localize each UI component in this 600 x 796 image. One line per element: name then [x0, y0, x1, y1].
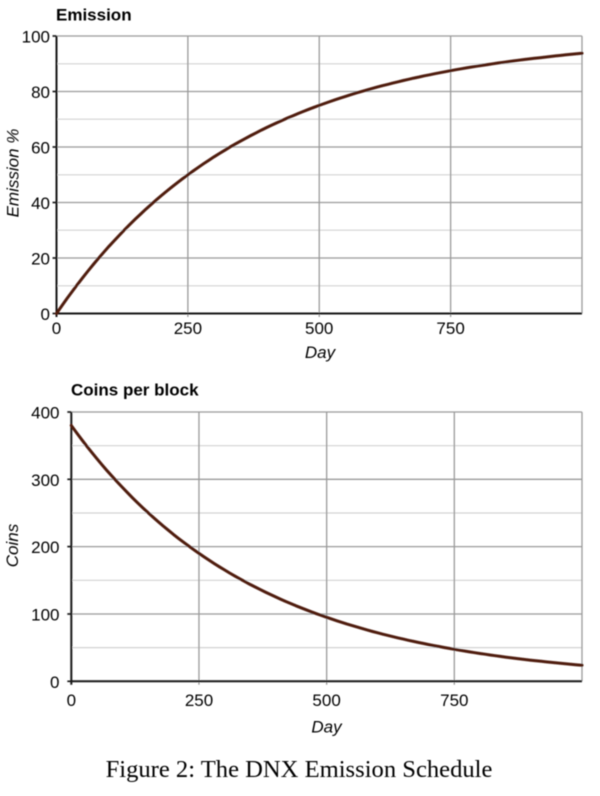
svg-text:200: 200: [31, 538, 59, 557]
svg-text:Coins: Coins: [3, 523, 22, 567]
svg-text:Day: Day: [311, 718, 343, 737]
svg-text:20: 20: [31, 250, 50, 269]
svg-text:100: 100: [31, 606, 59, 625]
svg-text:750: 750: [440, 691, 468, 710]
svg-text:Emission %: Emission %: [4, 129, 23, 218]
svg-text:0: 0: [67, 691, 76, 710]
svg-text:750: 750: [436, 319, 464, 338]
svg-text:400: 400: [31, 404, 59, 423]
svg-text:300: 300: [31, 471, 59, 490]
svg-text:Figure 2: The DNX Emission Sch: Figure 2: The DNX Emission Schedule: [106, 756, 493, 783]
svg-text:0: 0: [41, 305, 50, 324]
svg-text:250: 250: [174, 319, 202, 338]
svg-text:0: 0: [52, 319, 61, 338]
svg-text:60: 60: [31, 139, 50, 158]
svg-text:80: 80: [31, 83, 50, 102]
svg-text:Coins per block: Coins per block: [71, 381, 199, 400]
svg-text:Emission: Emission: [56, 6, 132, 25]
svg-text:0: 0: [50, 673, 59, 692]
svg-text:500: 500: [305, 319, 333, 338]
svg-text:500: 500: [312, 691, 340, 710]
svg-text:100: 100: [22, 28, 50, 47]
svg-text:40: 40: [31, 194, 50, 213]
svg-text:250: 250: [185, 691, 213, 710]
svg-text:Day: Day: [305, 343, 337, 362]
